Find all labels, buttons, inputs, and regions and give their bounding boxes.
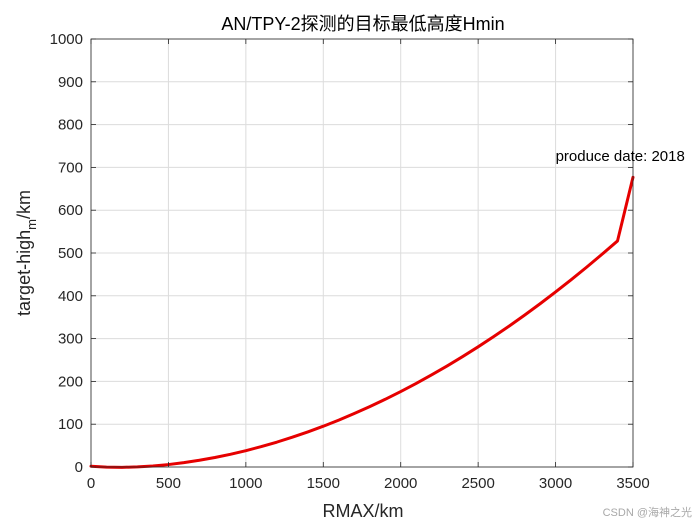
chart-title: AN/TPY-2探测的目标最低高度Hmin	[221, 14, 504, 34]
annotations: produce date: 2018	[556, 148, 685, 165]
x-tick-label: 0	[87, 475, 95, 492]
x-tick-label: 3000	[539, 475, 572, 492]
y-tick-label: 300	[58, 331, 83, 348]
y-tick-label: 400	[58, 288, 83, 305]
y-tick-label: 100	[58, 416, 83, 433]
x-tick-labels: 0 500 1000 1500 2000 2500 3000 3500	[87, 475, 650, 492]
x-tick-label: 1500	[307, 475, 340, 492]
series-line	[89, 175, 635, 469]
x-tick-label: 1000	[229, 475, 262, 492]
y-tick-label: 200	[58, 373, 83, 390]
annotation-text: produce date: 2018	[556, 148, 685, 165]
watermark: CSDN @海神之光	[603, 505, 692, 519]
y-axis-label-suffix: /km	[14, 190, 34, 219]
y-tick-label: 900	[58, 74, 83, 91]
y-axis-label-main: target-high	[14, 230, 34, 316]
series-layer	[89, 175, 635, 469]
x-tick-label: 500	[156, 475, 181, 492]
y-tick-label: 600	[58, 202, 83, 219]
y-axis-label: target-highm/km	[14, 190, 39, 316]
y-axis-label-subscript: m	[24, 219, 39, 230]
x-tick-label: 3500	[616, 475, 649, 492]
tick-marks	[90, 38, 634, 468]
y-tick-label: 1000	[50, 31, 83, 48]
x-tick-label: 2000	[384, 475, 417, 492]
y-tick-label: 500	[58, 245, 83, 262]
y-tick-labels: 0 100 200 300 400 500 600 700 800 900 1000	[50, 31, 83, 476]
x-axis-label: RMAX/km	[323, 501, 404, 521]
x-tick-label: 2500	[461, 475, 494, 492]
y-tick-label: 800	[58, 117, 83, 134]
y-tick-label: 0	[75, 459, 83, 476]
y-tick-label: 700	[58, 159, 83, 176]
